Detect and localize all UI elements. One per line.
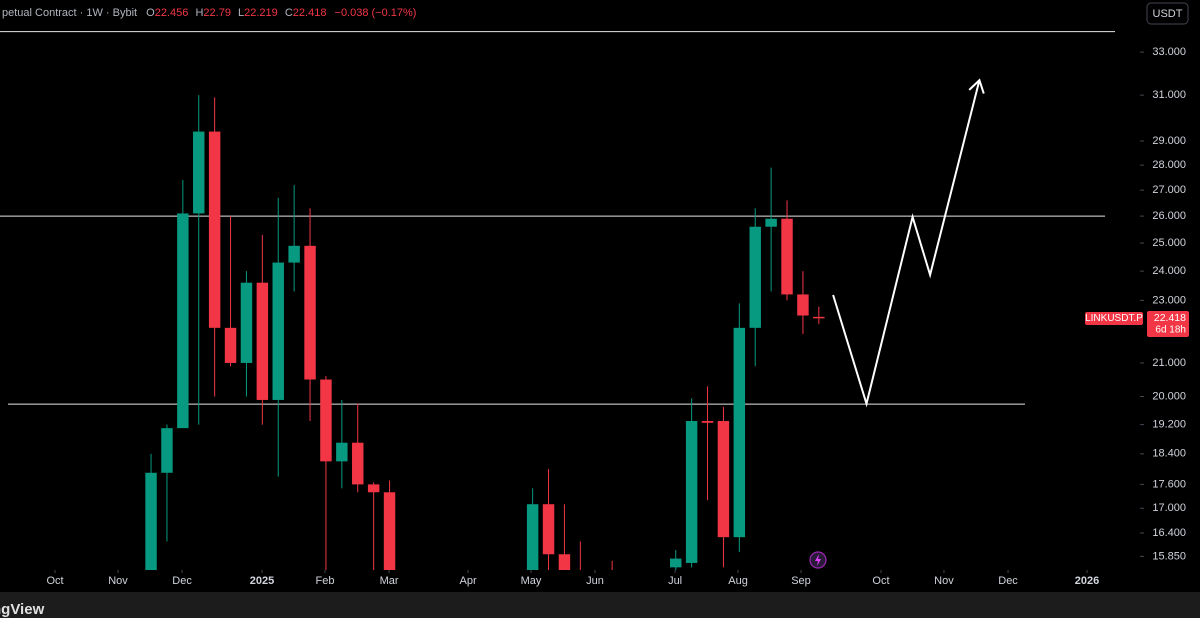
ohlc-label: L bbox=[238, 7, 244, 19]
bottom-bar bbox=[0, 592, 1200, 618]
candle-body bbox=[685, 420, 698, 563]
candle-body bbox=[733, 327, 746, 538]
y-tick-label: 24.000 bbox=[1152, 265, 1186, 277]
candle-body bbox=[304, 245, 316, 380]
candle-body bbox=[797, 294, 809, 316]
currency-label: USDT bbox=[1153, 8, 1183, 20]
candle-body bbox=[145, 472, 157, 570]
candle-body bbox=[670, 558, 682, 568]
y-tick-label: 17.600 bbox=[1152, 478, 1186, 490]
candle-body bbox=[367, 484, 380, 493]
y-tick-label: 19.200 bbox=[1152, 418, 1186, 430]
change-label: −0.038 (−0.17%) bbox=[335, 7, 417, 19]
candle-body bbox=[193, 131, 205, 214]
plot-area bbox=[0, 31, 1115, 570]
x-tick-label: May bbox=[521, 575, 542, 587]
y-tick-label: 33.000 bbox=[1152, 46, 1186, 58]
ohlc-label: C bbox=[285, 7, 293, 19]
candle-body bbox=[288, 245, 300, 263]
candle-body bbox=[781, 218, 793, 295]
x-tick-label: Jun bbox=[586, 575, 604, 587]
price-tag-value: 22.418 bbox=[1154, 312, 1186, 324]
candle-body bbox=[320, 379, 332, 462]
x-tick-label: Oct bbox=[46, 575, 63, 587]
candle-body bbox=[256, 282, 269, 400]
x-tick-label: Sep bbox=[791, 575, 811, 587]
x-tick-label: Jul bbox=[668, 575, 682, 587]
ohlc-label: H bbox=[195, 7, 203, 19]
x-tick-label: Dec bbox=[172, 575, 192, 587]
projection-line bbox=[832, 79, 981, 408]
candle-body bbox=[749, 226, 761, 328]
x-tick-label: Mar bbox=[380, 575, 399, 587]
y-tick-label: 29.000 bbox=[1152, 135, 1186, 147]
y-tick-label: 26.000 bbox=[1152, 210, 1186, 222]
currency-button[interactable] bbox=[1146, 2, 1189, 25]
y-tick-label: 27.000 bbox=[1152, 184, 1186, 196]
y-tick-label: 17.000 bbox=[1152, 502, 1186, 514]
x-tick-label: 2026 bbox=[1075, 575, 1099, 587]
candle-body bbox=[336, 442, 348, 462]
price-tag bbox=[1147, 311, 1189, 338]
y-tick-label: 21.000 bbox=[1152, 357, 1186, 369]
y-tick-label: 23.000 bbox=[1152, 294, 1186, 306]
x-tick-label: Apr bbox=[460, 575, 477, 587]
candle-body bbox=[813, 316, 825, 319]
y-tick-label: 16.400 bbox=[1152, 527, 1186, 539]
x-tick-label: Nov bbox=[934, 575, 954, 587]
x-tick-label: 2025 bbox=[250, 575, 274, 587]
y-tick-label: 18.400 bbox=[1152, 448, 1186, 460]
header-text: petual Contract · 1W · Bybit bbox=[2, 7, 137, 19]
candle-body bbox=[717, 420, 730, 538]
x-tick-label: Feb bbox=[316, 575, 335, 587]
legend-header: petual Contract · 1W · Bybit O22.456 H22… bbox=[2, 7, 416, 19]
candle-body bbox=[558, 554, 571, 570]
candle-body bbox=[526, 504, 539, 570]
candle-body bbox=[352, 442, 364, 485]
projection-arrowhead bbox=[968, 78, 985, 94]
event-icon-glyph bbox=[815, 554, 821, 566]
ohlc-value: 22.219 bbox=[244, 7, 278, 19]
ohlc-label: O bbox=[146, 7, 155, 19]
ohlc-value: 22.79 bbox=[203, 7, 231, 19]
watermark: ngView bbox=[0, 601, 45, 618]
x-tick-label: Aug bbox=[728, 575, 748, 587]
candle-body bbox=[161, 428, 173, 473]
ohlc-value: 22.418 bbox=[293, 7, 327, 19]
candle-body bbox=[272, 262, 284, 400]
y-tick-label: 20.000 bbox=[1152, 390, 1186, 402]
symbol-tag bbox=[1085, 312, 1143, 326]
y-tick-label: 31.000 bbox=[1152, 89, 1186, 101]
x-tick-label: Dec bbox=[998, 575, 1018, 587]
candle-body bbox=[701, 420, 714, 423]
ohlc-value: 22.456 bbox=[155, 7, 189, 19]
candle-body bbox=[765, 218, 777, 227]
symbol-tag-label: LINKUSDT.P bbox=[1085, 313, 1143, 324]
y-tick-label: 28.000 bbox=[1152, 159, 1186, 171]
candle-body bbox=[240, 282, 253, 363]
x-tick-label: Oct bbox=[872, 575, 889, 587]
candle-body bbox=[383, 492, 396, 570]
price-tag-countdown: 6d 18h bbox=[1155, 325, 1186, 336]
candle-body bbox=[177, 213, 189, 429]
candle-body bbox=[224, 327, 237, 363]
y-tick-label: 15.850 bbox=[1152, 550, 1186, 562]
y-tick-label: 25.000 bbox=[1152, 237, 1186, 249]
x-tick-label: Nov bbox=[108, 575, 128, 587]
candle-body bbox=[208, 131, 221, 328]
candle-body bbox=[542, 504, 555, 555]
